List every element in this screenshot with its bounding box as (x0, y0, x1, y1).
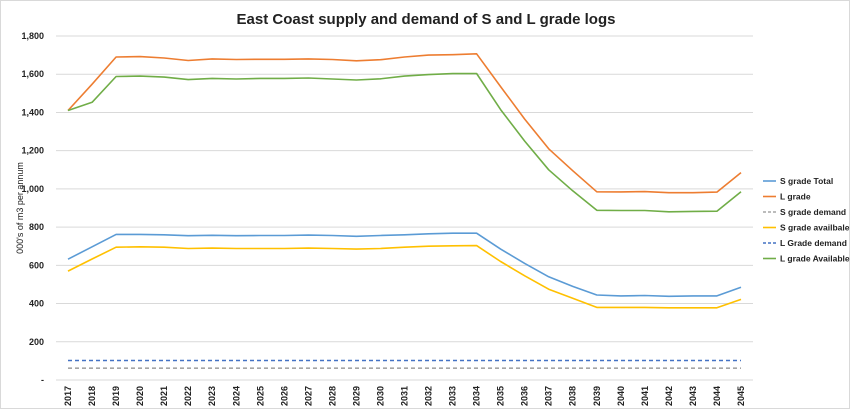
series-lines (67, 52, 742, 370)
x-tick-label: 2034 (472, 386, 482, 406)
x-tick-label: 2020 (135, 386, 145, 406)
x-tick-label: 2037 (544, 386, 554, 406)
x-tick-label: 2045 (736, 386, 746, 406)
y-tick-label: 600 (29, 260, 44, 270)
x-tick-label: 2023 (207, 386, 217, 406)
x-tick-label: 2018 (87, 386, 97, 406)
x-tick-label: 2044 (712, 386, 722, 406)
x-tick-label: 2039 (592, 386, 602, 406)
x-tick-label: 2035 (496, 386, 506, 406)
legend-label: L grade (780, 192, 811, 202)
x-tick-label: 2043 (688, 386, 698, 406)
series-line (67, 232, 742, 298)
x-tick-label: 2038 (568, 386, 578, 406)
y-axis-label: 000's of m3 per annum (15, 162, 25, 254)
series-line (67, 72, 742, 213)
x-tick-label: 2030 (375, 386, 385, 406)
legend-label: L grade Available (780, 254, 850, 264)
legend-label: S grade demand (780, 207, 846, 217)
x-tick-label: 2031 (400, 386, 410, 406)
x-tick-label: 2032 (424, 386, 434, 406)
series-line (67, 244, 742, 309)
y-tick-label: 1,000 (21, 184, 44, 194)
x-tick-label: 2021 (159, 386, 169, 406)
y-axis-ticks: - 200 400 600 800 1,000 1,200 1,400 1,600 1,800 (21, 31, 44, 385)
y-tick-label: 800 (29, 222, 44, 232)
legend-label: S grade Total (780, 176, 833, 186)
x-tick-label: 2017 (63, 386, 73, 406)
x-tick-label: 2029 (351, 386, 361, 406)
y-tick-label: 1,400 (21, 107, 44, 117)
x-tick-label: 2028 (327, 386, 337, 406)
gridlines (56, 35, 753, 381)
y-tick-label: 200 (29, 337, 44, 347)
legend-label: S grade availbale (780, 223, 850, 233)
chart-title: East Coast supply and demand of S and L … (237, 11, 616, 28)
x-tick-label: 2025 (255, 386, 265, 406)
x-tick-label: 2019 (111, 386, 121, 406)
y-tick-label: - (41, 375, 44, 385)
x-tick-label: 2022 (183, 386, 193, 406)
y-tick-label: 400 (29, 299, 44, 309)
x-tick-label: 2027 (303, 386, 313, 406)
series-line (67, 52, 742, 194)
y-tick-label: 1,800 (21, 31, 44, 41)
legend-label: L Grade demand (780, 238, 847, 248)
x-tick-label: 2042 (664, 386, 674, 406)
y-tick-label: 1,200 (21, 146, 44, 156)
x-tick-label: 2036 (520, 386, 530, 406)
x-axis-ticks: 2017 2018 2019 2020 2021 2022 2023 2024 2025 2026… (63, 386, 746, 406)
x-tick-label: 2024 (231, 386, 241, 406)
x-tick-label: 2040 (616, 386, 626, 406)
x-tick-label: 2041 (640, 386, 650, 406)
legend: S grade Total L grade S grade demand S grad… (763, 176, 850, 264)
x-tick-label: 2033 (448, 386, 458, 406)
x-tick-label: 2026 (279, 386, 289, 406)
y-tick-label: 1,600 (21, 69, 44, 79)
